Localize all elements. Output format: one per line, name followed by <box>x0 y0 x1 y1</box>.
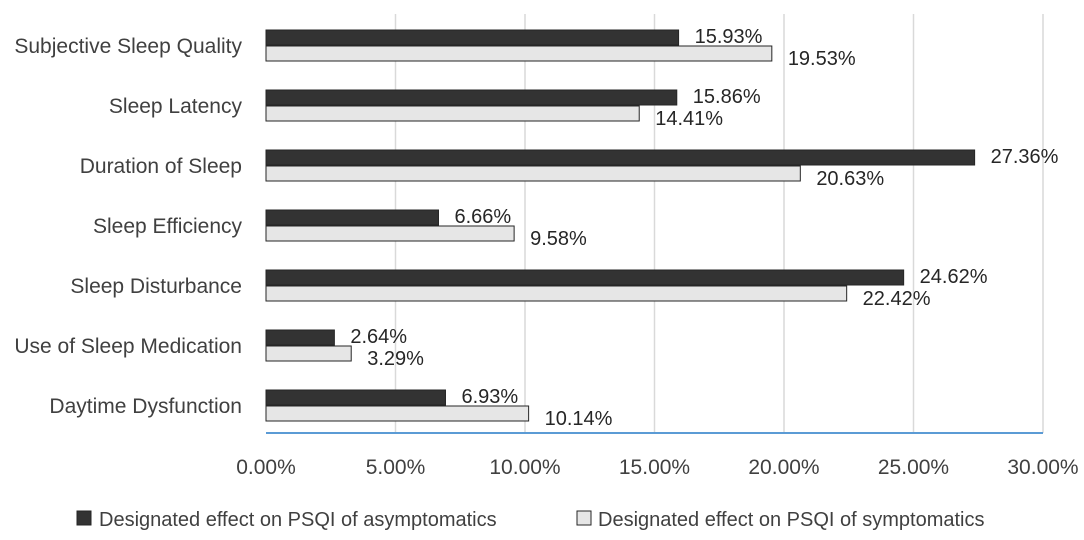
legend: Designated effect on PSQI of asymptomati… <box>76 509 984 531</box>
legend-label-series-2: Designated effect on PSQI of symptomatic… <box>598 509 984 531</box>
x-tick-label: 30.00% <box>1007 456 1078 479</box>
bar-series-2 <box>265 165 801 182</box>
data-label: 14.41% <box>655 108 723 130</box>
data-label: 22.42% <box>863 288 931 310</box>
category-label: Duration of Sleep <box>80 155 242 178</box>
data-label: 6.93% <box>461 386 518 408</box>
bar-series-2 <box>265 45 773 62</box>
bar-series-1 <box>265 269 905 286</box>
data-label: 10.14% <box>545 408 613 430</box>
bar-series-1 <box>265 389 446 406</box>
bar-series-2 <box>265 345 352 362</box>
data-label: 6.66% <box>454 206 511 228</box>
x-tick-label: 10.00% <box>489 456 560 479</box>
data-label: 15.93% <box>695 26 763 48</box>
bar-series-1 <box>265 29 680 46</box>
bar-series-1 <box>265 89 678 106</box>
bar-series-2 <box>265 105 640 122</box>
data-label: 20.63% <box>816 168 884 190</box>
bar-series-2 <box>265 285 848 302</box>
data-label: 2.64% <box>350 326 407 348</box>
x-tick-label: 15.00% <box>619 456 690 479</box>
bar-series-2 <box>265 405 530 422</box>
bar-series-1 <box>265 149 976 166</box>
category-label: Use of Sleep Medication <box>14 335 242 358</box>
legend-swatch-series-1 <box>76 510 92 526</box>
category-label: Subjective Sleep Quality <box>14 35 242 58</box>
data-label: 15.86% <box>693 86 761 108</box>
data-label: 3.29% <box>367 348 424 370</box>
legend-label-series-1: Designated effect on PSQI of asymptomati… <box>99 509 497 531</box>
category-label: Sleep Latency <box>109 95 243 118</box>
bars <box>265 29 976 422</box>
category-label: Daytime Dysfunction <box>49 395 242 418</box>
data-label: 19.53% <box>788 48 856 70</box>
data-label: 24.62% <box>920 266 988 288</box>
gridlines <box>394 14 1044 433</box>
bar-series-1 <box>265 329 335 346</box>
data-label: 9.58% <box>530 228 587 250</box>
category-label: Sleep Efficiency <box>93 215 243 238</box>
data-label: 27.36% <box>991 146 1059 168</box>
x-tick-label: 0.00% <box>236 456 296 479</box>
x-tick-label: 20.00% <box>748 456 819 479</box>
legend-swatch-series-2 <box>576 510 592 526</box>
labels: 0.00% 5.00% 10.00% 15.00% 20.00% 25.00% 30.00%… <box>14 26 1078 479</box>
x-tick-label: 5.00% <box>366 456 426 479</box>
bar-series-2 <box>265 225 515 242</box>
category-label: Sleep Disturbance <box>70 275 242 298</box>
x-tick-label: 25.00% <box>878 456 949 479</box>
bar-series-1 <box>265 209 439 226</box>
